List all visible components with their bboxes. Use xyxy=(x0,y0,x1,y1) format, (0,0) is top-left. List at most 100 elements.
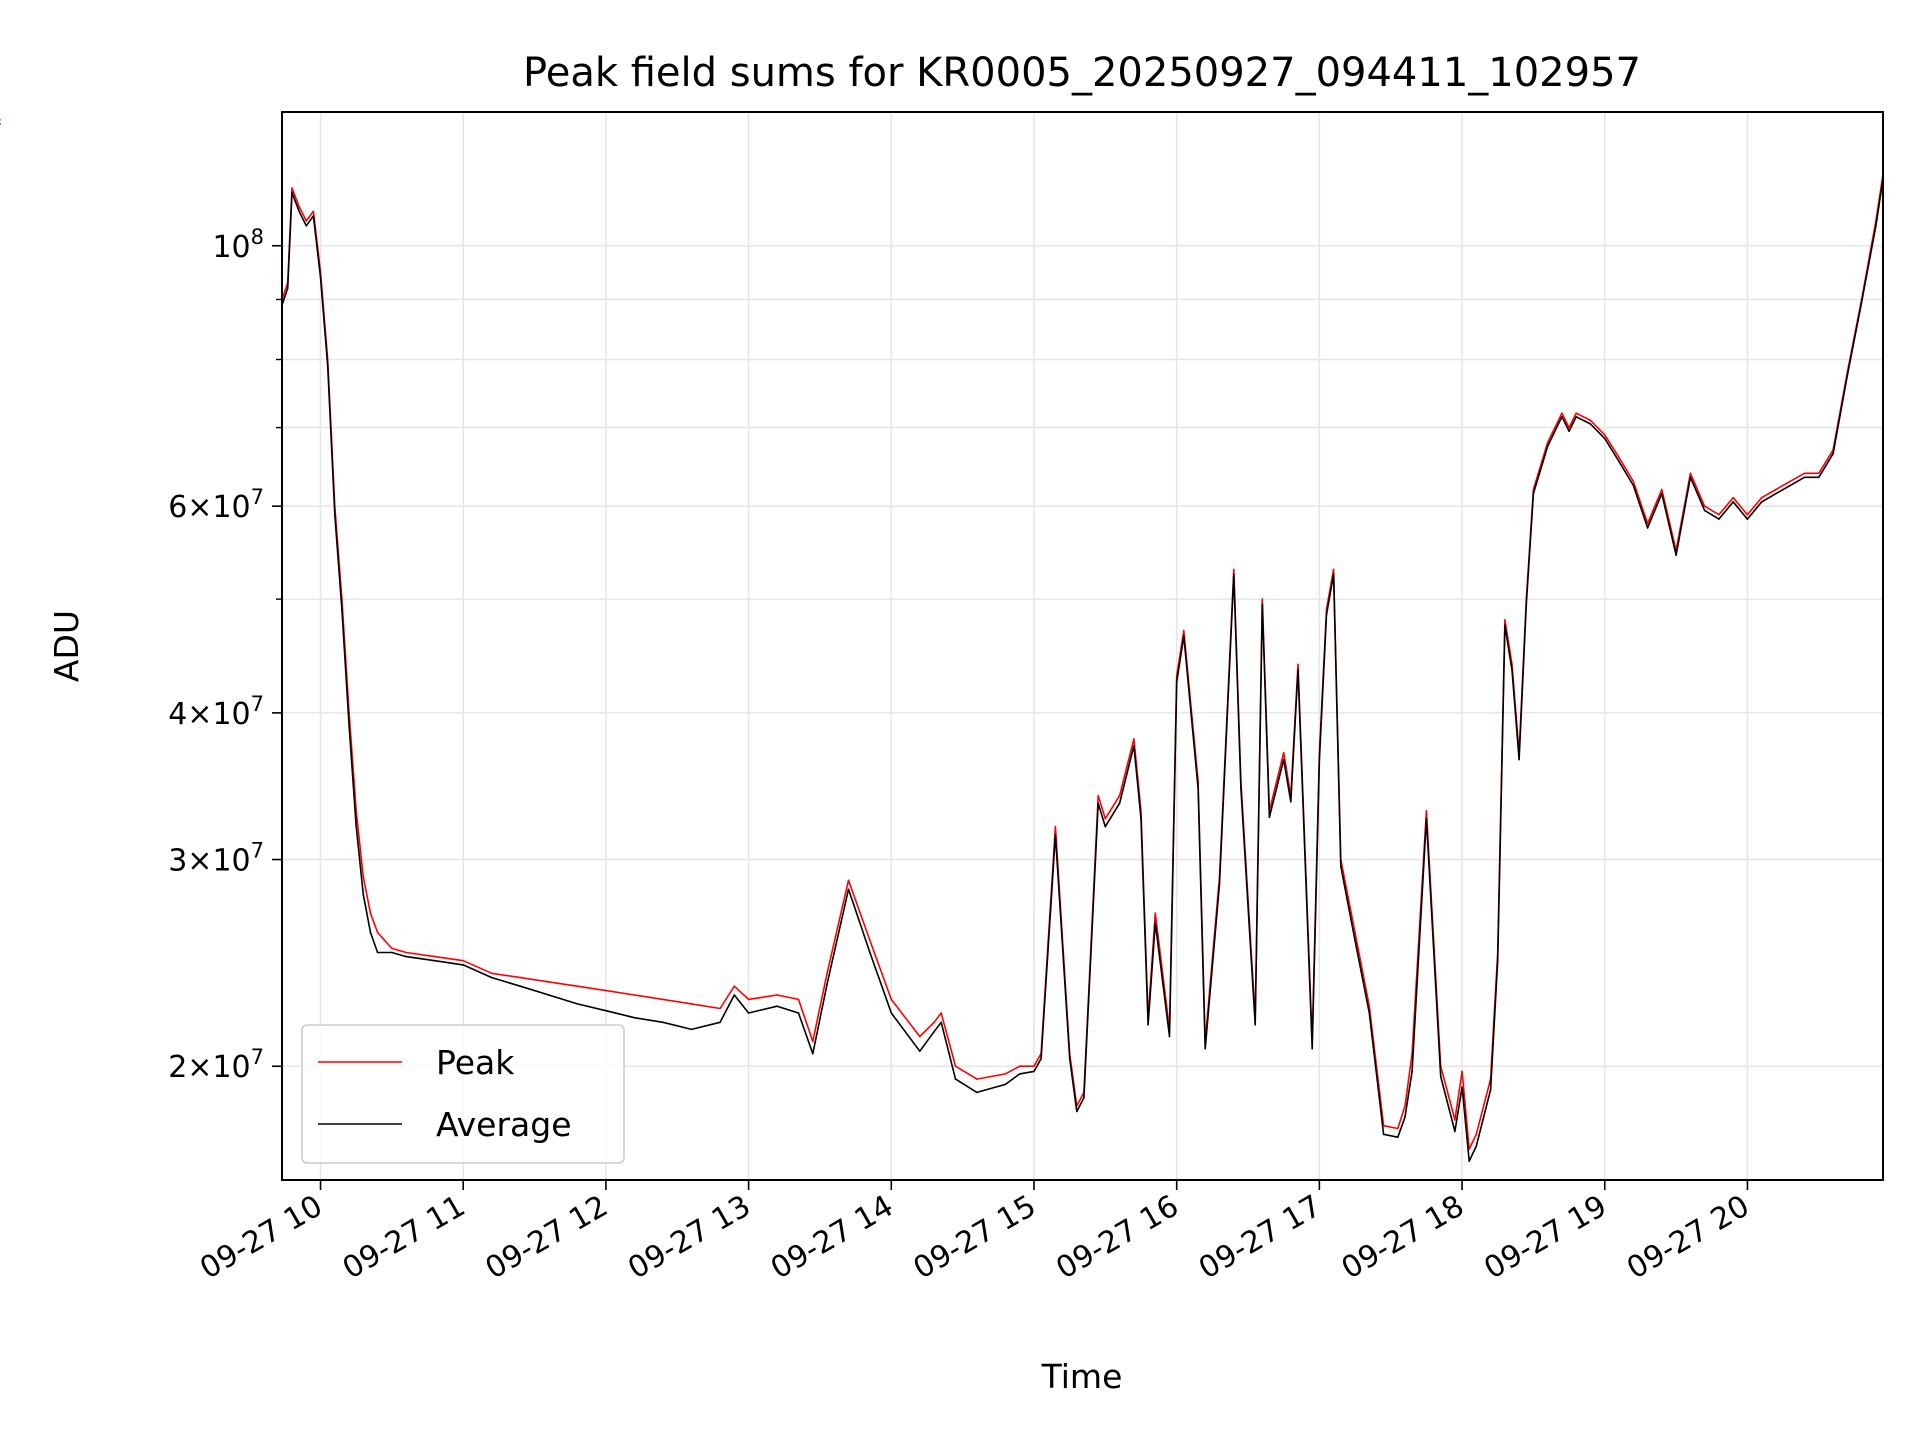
data-point-average xyxy=(1468,1160,1470,1162)
data-point-peak xyxy=(1703,505,1706,508)
data-point-average xyxy=(1818,476,1820,479)
data-point-average xyxy=(305,225,308,227)
data-point-peak xyxy=(733,985,736,987)
y-tick-label: 6×107 xyxy=(168,485,264,525)
y-axis-label: ADU xyxy=(47,610,86,682)
data-point-peak xyxy=(405,951,407,954)
data-point-average xyxy=(1175,681,1178,683)
data-point-average xyxy=(1661,492,1663,495)
data-point-peak xyxy=(1054,825,1057,828)
data-point-peak xyxy=(1789,480,1792,483)
data-point-average xyxy=(1368,1012,1371,1014)
data-point-average xyxy=(733,994,736,996)
data-point-peak xyxy=(1689,472,1692,475)
data-point-average xyxy=(355,825,358,828)
data-point-peak xyxy=(0,119,1,121)
data-point-average xyxy=(1254,1023,1256,1026)
data-point-average xyxy=(1604,437,1606,440)
y-tick-label: 4×107 xyxy=(168,692,264,732)
data-point-peak xyxy=(1133,738,1135,740)
plot-area-frame xyxy=(281,111,1884,1181)
data-point-peak xyxy=(1604,434,1606,436)
y-tick-exponent: 7 xyxy=(251,692,264,716)
data-point-peak xyxy=(519,976,522,979)
data-point-average xyxy=(1282,758,1285,761)
data-point-average xyxy=(1147,1023,1149,1026)
data-point-average xyxy=(1511,669,1513,671)
data-point-peak xyxy=(1803,472,1806,475)
data-point-average xyxy=(1004,1083,1007,1086)
data-point-average xyxy=(519,985,522,987)
data-point-average xyxy=(976,1091,978,1094)
data-point-average xyxy=(348,725,350,727)
data-point-average xyxy=(1354,939,1356,942)
data-point-average xyxy=(662,1021,664,1024)
data-point-peak xyxy=(291,187,293,189)
y-tick-exponent: 7 xyxy=(251,485,264,509)
data-point-average xyxy=(1746,518,1749,520)
data-point-average xyxy=(319,276,322,279)
y-tick-base: 6×10 xyxy=(168,490,250,525)
data-point-average xyxy=(1290,801,1292,803)
data-point-average xyxy=(462,964,465,966)
data-point-peak xyxy=(376,931,379,934)
data-point-average xyxy=(1133,745,1135,747)
y-tick-label: 3×107 xyxy=(168,839,264,879)
data-point-average xyxy=(1718,518,1720,520)
data-point-average xyxy=(1204,1047,1206,1050)
data-point-average xyxy=(1233,573,1235,575)
data-point-peak xyxy=(826,972,828,975)
y-tick-exponent: 7 xyxy=(251,839,264,863)
data-point-peak xyxy=(1561,412,1563,415)
data-point-peak xyxy=(976,1078,978,1080)
data-point-peak xyxy=(662,998,664,1001)
data-point-average xyxy=(1340,865,1342,868)
data-point-peak xyxy=(576,985,579,987)
data-point-peak xyxy=(1818,472,1820,475)
data-point-peak xyxy=(1018,1065,1021,1067)
data-point-peak xyxy=(797,998,800,1001)
data-point-peak xyxy=(890,998,893,1001)
data-point-average xyxy=(797,1012,800,1014)
data-point-average xyxy=(1033,1070,1035,1073)
data-point-average xyxy=(405,955,407,958)
data-point-average xyxy=(1054,833,1057,836)
data-point-peak xyxy=(1589,419,1592,422)
data-point-average xyxy=(1218,883,1221,885)
data-point-average xyxy=(890,1012,893,1014)
y-tick-exponent: 8 xyxy=(251,225,264,249)
data-point-average xyxy=(1525,603,1528,605)
y-tick-base: 4×10 xyxy=(168,697,250,732)
y-tick-base: 2×10 xyxy=(168,1050,250,1085)
data-point-average xyxy=(1646,527,1649,529)
data-point-peak xyxy=(1775,488,1777,491)
data-point-average xyxy=(1518,758,1520,761)
data-point-peak xyxy=(1004,1073,1007,1075)
data-point-average xyxy=(1860,301,1863,304)
data-point-peak xyxy=(1282,751,1285,754)
data-point-average xyxy=(341,608,343,611)
data-point-peak xyxy=(1454,1119,1456,1121)
data-point-peak xyxy=(1368,1005,1371,1007)
data-point-peak xyxy=(1183,629,1185,632)
data-point-average xyxy=(1575,416,1577,418)
data-point-peak xyxy=(1632,480,1635,483)
legend-label-average: Average xyxy=(436,1105,572,1144)
data-point-average xyxy=(391,951,393,954)
data-point-average xyxy=(1018,1073,1021,1075)
data-point-peak xyxy=(391,947,393,950)
legend-box xyxy=(301,1024,625,1164)
data-point-average xyxy=(1297,669,1299,671)
data-point-average xyxy=(1504,624,1506,627)
data-point-peak xyxy=(954,1065,957,1067)
data-point-average xyxy=(1589,423,1592,425)
data-point-average xyxy=(491,976,493,979)
data-point-average xyxy=(291,191,293,194)
data-point-peak xyxy=(305,220,308,222)
data-point-average xyxy=(362,893,365,896)
data-point-peak xyxy=(919,1035,921,1038)
data-point-peak xyxy=(719,1007,721,1010)
y-tick-label: 108 xyxy=(212,225,264,265)
data-point-average xyxy=(1568,430,1570,433)
